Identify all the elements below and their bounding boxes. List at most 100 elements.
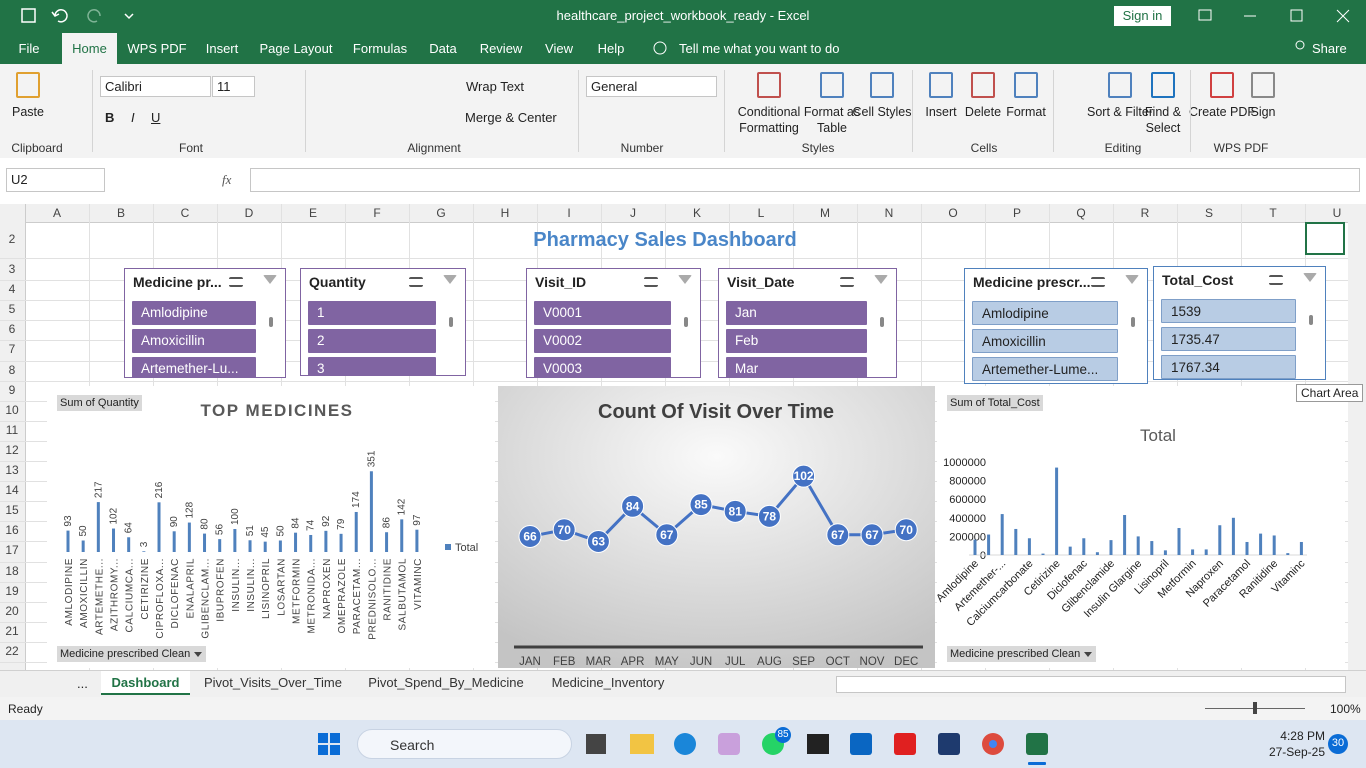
- column-header[interactable]: P: [1012, 206, 1021, 220]
- axis-field-button[interactable]: Medicine prescribed Clean: [57, 646, 207, 662]
- app-icon[interactable]: [586, 734, 606, 754]
- dropdown-arrow[interactable]: [194, 652, 203, 657]
- tell-me[interactable]: Tell me what you want to do: [679, 41, 840, 56]
- column-header[interactable]: A: [52, 206, 61, 220]
- multi-select-icon[interactable]: [840, 277, 854, 287]
- notification-badge[interactable]: [1328, 734, 1348, 754]
- multi-select-icon[interactable]: [644, 277, 658, 287]
- ribbon-button[interactable]: Paste: [12, 105, 44, 119]
- slicer[interactable]: Total_Cost 1539 1735.47 1767.34: [1153, 266, 1326, 380]
- row-header[interactable]: 17: [5, 543, 19, 558]
- slicer-item[interactable]: 1539: [1161, 299, 1296, 323]
- slicer-scrollbar[interactable]: [1131, 317, 1135, 327]
- slicer-scrollbar[interactable]: [1309, 315, 1313, 325]
- restore-icon[interactable]: [1290, 9, 1303, 22]
- slicer-item[interactable]: V0003: [534, 357, 671, 377]
- undo-icon[interactable]: [51, 9, 68, 23]
- excel-icon[interactable]: [1026, 733, 1048, 755]
- search-box[interactable]: [357, 729, 572, 759]
- row-header[interactable]: 13: [5, 463, 19, 478]
- slicer[interactable]: Visit_Date Jan Feb Mar: [718, 268, 897, 378]
- menu-tab[interactable]: Review: [479, 41, 523, 56]
- ribbon-display-icon[interactable]: [1198, 9, 1212, 21]
- column-header[interactable]: T: [1269, 206, 1277, 220]
- sheet-tab[interactable]: Dashboard: [101, 671, 190, 695]
- sheet-tab[interactable]: Pivot_Visits_Over_Time: [204, 675, 342, 690]
- clear-filter-icon[interactable]: [874, 275, 888, 284]
- chart[interactable]: Total02000004000006000008000001000000Aml…: [937, 386, 1345, 668]
- ribbon-button[interactable]: Sort & Filter: [1087, 105, 1153, 119]
- row-header[interactable]: 5: [8, 302, 16, 317]
- slicer[interactable]: Quantity 1 2 3: [300, 268, 466, 376]
- row-header[interactable]: 12: [5, 442, 19, 457]
- row-header[interactable]: 18: [5, 563, 19, 578]
- slicer-item[interactable]: Amoxicillin: [972, 329, 1118, 353]
- horizontal-scrollbar[interactable]: [836, 676, 1346, 693]
- column-header[interactable]: I: [567, 206, 571, 220]
- column-header[interactable]: L: [757, 206, 765, 220]
- share-button[interactable]: Share: [1312, 41, 1347, 56]
- ribbon-button[interactable]: Find & Select: [1144, 105, 1182, 135]
- slicer-item[interactable]: 2: [308, 329, 436, 353]
- slicer-item[interactable]: Mar: [726, 357, 867, 377]
- column-header[interactable]: N: [884, 206, 894, 220]
- terminal-icon[interactable]: [807, 734, 829, 754]
- ribbon-button[interactable]: Insert: [925, 105, 957, 119]
- column-header[interactable]: M: [820, 206, 830, 220]
- more-sheets[interactable]: ...: [77, 676, 88, 691]
- row-header[interactable]: 8: [8, 362, 16, 377]
- italic-button[interactable]: I: [131, 110, 135, 125]
- close-icon[interactable]: [1336, 9, 1350, 23]
- clock-date[interactable]: 27-Sep-25: [1268, 745, 1325, 759]
- wrap-text[interactable]: Wrap Text: [466, 79, 525, 94]
- column-header[interactable]: G: [436, 206, 446, 220]
- insert-function[interactable]: fx: [222, 172, 232, 187]
- slicer-item[interactable]: V0001: [534, 301, 671, 325]
- menu-tab[interactable]: Data: [429, 41, 457, 56]
- menu-tab[interactable]: File: [18, 41, 40, 56]
- column-header[interactable]: K: [692, 206, 701, 220]
- column-header[interactable]: U: [1332, 206, 1342, 220]
- column-header[interactable]: O: [948, 206, 958, 220]
- clear-filter-icon[interactable]: [678, 275, 692, 284]
- chart[interactable]: TOP MEDICINES 93 AMLODIPINE 50 AMOXICILLIN 21…: [47, 386, 495, 668]
- font-name-box[interactable]: Calibri: [100, 76, 211, 97]
- clear-filter-icon[interactable]: [263, 275, 277, 284]
- slicer-scrollbar[interactable]: [880, 317, 884, 327]
- row-header[interactable]: 16: [5, 523, 19, 538]
- slicer-item[interactable]: 3: [308, 357, 436, 375]
- column-header[interactable]: H: [500, 206, 510, 220]
- row-header[interactable]: 15: [5, 503, 19, 518]
- clear-filter-icon[interactable]: [1125, 275, 1139, 284]
- zoom-level[interactable]: 100%: [1330, 702, 1361, 716]
- row-header[interactable]: 7: [8, 342, 16, 357]
- row-header[interactable]: 2: [8, 232, 16, 246]
- column-header[interactable]: R: [1140, 206, 1150, 220]
- slicer-item[interactable]: Amlodipine: [132, 301, 256, 325]
- menu-tab[interactable]: Home: [62, 33, 117, 64]
- clear-filter-icon[interactable]: [443, 275, 457, 284]
- slicer[interactable]: Medicine pr... Amlodipine Amoxicillin Artem…: [124, 268, 286, 378]
- chart[interactable]: Count Of Visit Over Time 66 JAN 70 FEB 63 MAR 8…: [498, 386, 935, 668]
- row-header[interactable]: 21: [5, 623, 19, 638]
- slicer-item[interactable]: V0002: [534, 329, 671, 353]
- sheet-tab[interactable]: Pivot_Spend_By_Medicine: [368, 675, 524, 690]
- clear-filter-icon[interactable]: [1303, 273, 1317, 282]
- column-header[interactable]: Q: [1076, 206, 1086, 220]
- ribbon-button[interactable]: Format: [1006, 105, 1046, 119]
- explorer-icon[interactable]: [630, 734, 654, 754]
- underline-button[interactable]: U: [151, 110, 161, 125]
- sheet-tab[interactable]: Medicine_Inventory: [551, 675, 665, 690]
- row-header[interactable]: 22: [5, 643, 19, 658]
- clock-time[interactable]: 4:28 PM: [1280, 729, 1325, 743]
- name-box[interactable]: U2: [6, 168, 105, 192]
- column-header[interactable]: D: [244, 206, 254, 220]
- menu-tab[interactable]: Page Layout: [259, 41, 333, 56]
- column-header[interactable]: E: [308, 206, 317, 220]
- slicer-scrollbar[interactable]: [449, 317, 453, 327]
- ribbon-button[interactable]: Create PDF: [1189, 105, 1255, 119]
- zoom-thumb[interactable]: [1253, 702, 1257, 714]
- slicer-item[interactable]: Artemether-Lu...: [132, 357, 256, 377]
- vertical-scrollbar[interactable]: [1348, 204, 1366, 670]
- row-header[interactable]: 11: [5, 422, 19, 437]
